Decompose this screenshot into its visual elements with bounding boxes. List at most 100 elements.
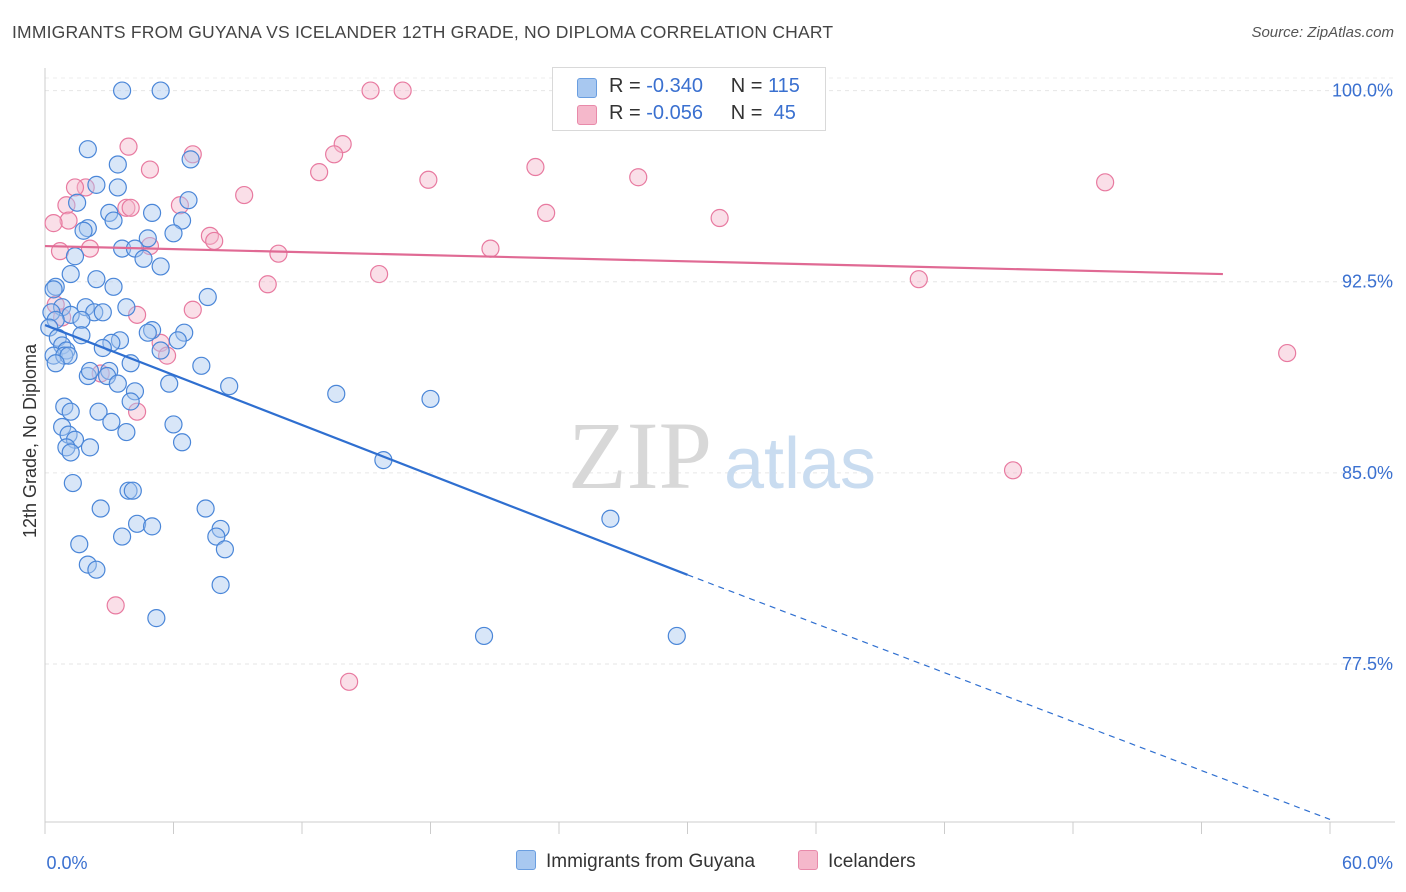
guyana-point [207,527,226,546]
guyana-point [119,481,138,500]
guyana-point [70,535,89,554]
guyana-point [127,514,147,533]
x-tick-label: 60.0% [1342,853,1393,873]
icelander-point [65,178,85,197]
correlation-legend: R = -0.340 N = 115 R = -0.056 N = 45 [552,67,826,131]
guyana-point [151,81,170,100]
icelander-point [419,170,438,189]
guyana-point [142,517,162,536]
icelander-point [119,137,138,156]
guyana-point [104,211,123,230]
guyana-point [61,402,80,421]
icelander-point [44,214,63,233]
icelander-point [170,196,190,215]
legend-r-label: R = [609,102,641,124]
guyana-point [72,310,91,330]
guyana-point [68,193,87,212]
guyana-point [667,626,686,646]
guyana-point [78,140,97,159]
y-axis-label: 12th Grade, No Diploma [20,343,40,538]
guyana-point [63,473,82,493]
guyana-point [172,211,192,230]
icelander-point [537,203,556,223]
icelanders-trend-line [44,244,1223,276]
bottom-legend-swatch-icelanders [798,850,818,870]
guyana-point [164,415,183,434]
guyana-point [196,499,215,518]
legend-n-value: 115 [768,75,800,97]
bottom-legend-label-icelanders: Icelanders [828,851,916,872]
chart-title: IMMIGRANTS FROM GUYANA VS ICELANDER 12TH… [12,22,834,42]
icelander-point [106,596,125,615]
guyana-point [151,257,170,276]
icelander-point [909,270,928,289]
icelander-point [80,239,100,258]
watermark-atlas: atlas [724,424,876,504]
trend-lines [44,244,1331,821]
tick-labels: 77.5% 85.0% 92.5% 100.0% 0.0% 60.0% 12th Grade… [20,81,1393,873]
watermark: ZIP atlas [568,402,876,509]
icelander-point [258,275,277,294]
guyana-point [138,229,157,248]
guyana-point [112,81,132,100]
icelander-point [127,402,147,421]
guyana-point [46,354,65,373]
chart-source: Source: ZipAtlas.com [1251,24,1394,41]
icelander-point [1278,343,1297,363]
icelander-point [340,672,359,691]
guyana-point [80,361,100,381]
icelander-point [76,178,95,197]
watermark-zip: ZIP [568,402,712,509]
legend-r-label: R = [609,75,641,97]
icelander-point [121,198,140,217]
legend-swatch-guyana [577,78,597,98]
icelander-point [629,168,648,187]
guyana-point [474,626,494,646]
legend-n-label: N = [730,75,763,97]
legend-r-value: -0.340 [646,75,703,97]
bottom-legend-icelanders: Icelanders [798,850,916,876]
guyana-point [87,175,106,194]
guyana-point [601,509,620,528]
guyana-point [117,298,136,317]
icelander-point [235,185,254,205]
icelander-point [117,198,136,217]
guyana-point [108,155,127,174]
y-tick-label: 77.5% [1342,654,1393,674]
legend-n-value: 45 [768,102,796,124]
guyana-point [215,540,234,559]
y-tick-label: 85.0% [1342,463,1393,483]
icelander-point [481,239,500,258]
icelander-point [269,244,288,263]
bottom-legend-label-guyana: Immigrants from Guyana [546,851,756,872]
x-tick-label: 0.0% [46,853,87,873]
bottom-legend-swatch-guyana [516,850,536,870]
axes [44,68,1395,834]
guyana-point [125,382,145,401]
guyana-point [89,402,108,421]
guyana-point [327,384,346,403]
icelander-point [205,231,224,251]
guyana-point [138,323,157,342]
legend-r-value: -0.056 [646,102,703,124]
guyana-point [164,224,183,243]
icelander-point [361,81,380,100]
guyana-point [142,203,162,223]
guyana-point [220,377,239,396]
guyana-point [108,374,127,393]
icelander-point [325,145,344,164]
guyana-points [40,81,686,646]
guyana-point [421,389,440,409]
icelander-point [57,196,76,215]
guyana-point [172,433,192,452]
icelander-point [59,211,78,230]
guyana-point [44,280,63,299]
guyana-point [147,609,166,628]
guyana-point [211,575,230,595]
guyana-point [168,331,187,350]
guyana-point [134,249,153,268]
gridlines [45,77,1395,665]
icelander-point [526,157,545,177]
guyana-point [121,392,140,411]
